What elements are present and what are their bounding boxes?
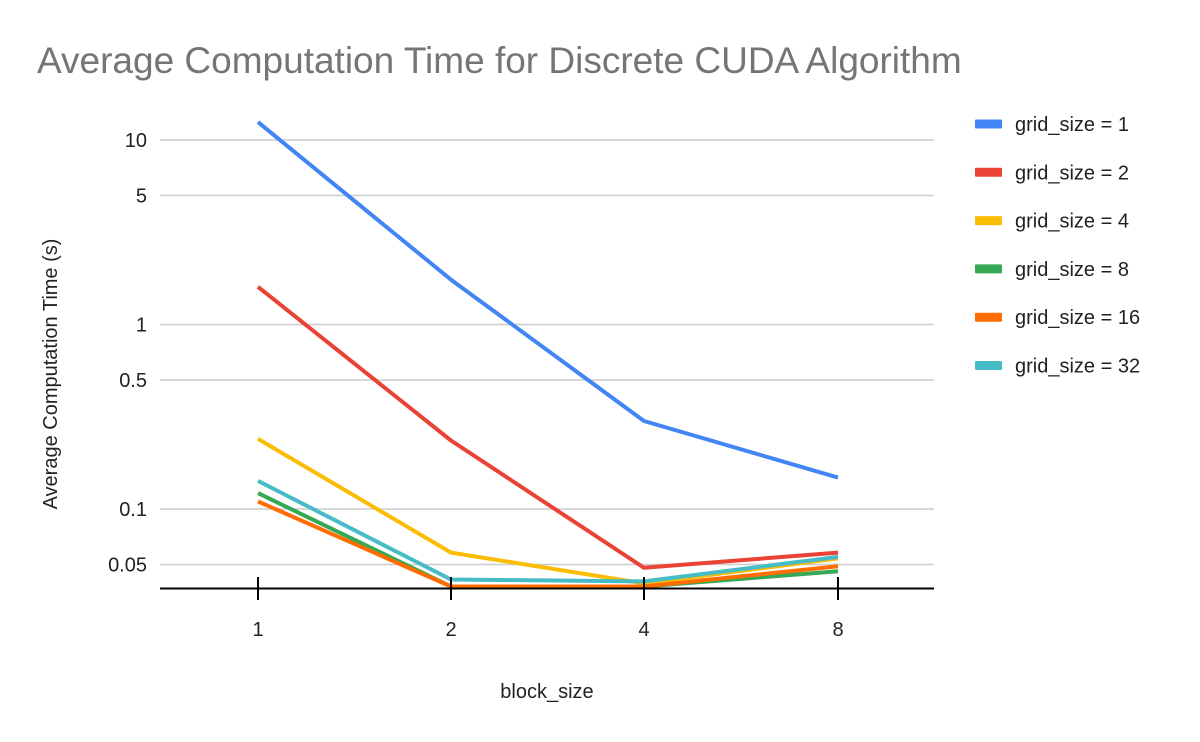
series-line: [257, 479, 839, 584]
x-tick-label: 4: [638, 619, 649, 641]
y-tick-label: 1: [136, 315, 147, 337]
legend-swatch: [975, 361, 1002, 370]
series-line: [256, 437, 839, 586]
x-tick-label: 1: [252, 619, 263, 641]
y-tick-label: 10: [125, 130, 147, 152]
y-tick-label: 0.05: [108, 555, 147, 577]
legend-swatch: [975, 119, 1002, 129]
x-tick-label: 2: [445, 619, 456, 641]
legend-swatch: [975, 264, 1002, 274]
legend-label: grid_size = 2: [1015, 162, 1129, 184]
legend-swatch: [975, 167, 1002, 177]
legend-label: grid_size = 1: [1015, 114, 1129, 136]
x-tick-label: 8: [832, 619, 843, 641]
x-axis-ticks: 1 2 4 8: [252, 577, 844, 641]
legend-label: grid_size = 4: [1015, 211, 1129, 233]
legend-label: grid_size = 8: [1015, 259, 1129, 281]
y-tick-label: 0.1: [119, 499, 147, 521]
series-line: [257, 499, 839, 589]
legend: grid_size = 1 grid_size = 2 grid_size = 4 g…: [975, 114, 1140, 378]
series-line: [256, 120, 839, 480]
x-axis-title: block_size: [500, 681, 593, 703]
series-lines: [256, 120, 839, 589]
y-axis-tick-labels: 10 5 1 0.5 0.1 0.05: [108, 130, 147, 577]
y-axis-title: Average Computation Time (s): [40, 239, 62, 510]
legend-label: grid_size = 16: [1015, 307, 1140, 329]
series-line: [256, 285, 839, 570]
legend-swatch: [975, 312, 1002, 322]
y-tick-label: 5: [136, 186, 147, 208]
chart-title: Average Computation Time for Discrete CU…: [37, 40, 962, 81]
legend-swatch: [975, 216, 1002, 226]
legend-label: grid_size = 32: [1015, 356, 1140, 378]
y-tick-label: 0.5: [119, 370, 147, 392]
